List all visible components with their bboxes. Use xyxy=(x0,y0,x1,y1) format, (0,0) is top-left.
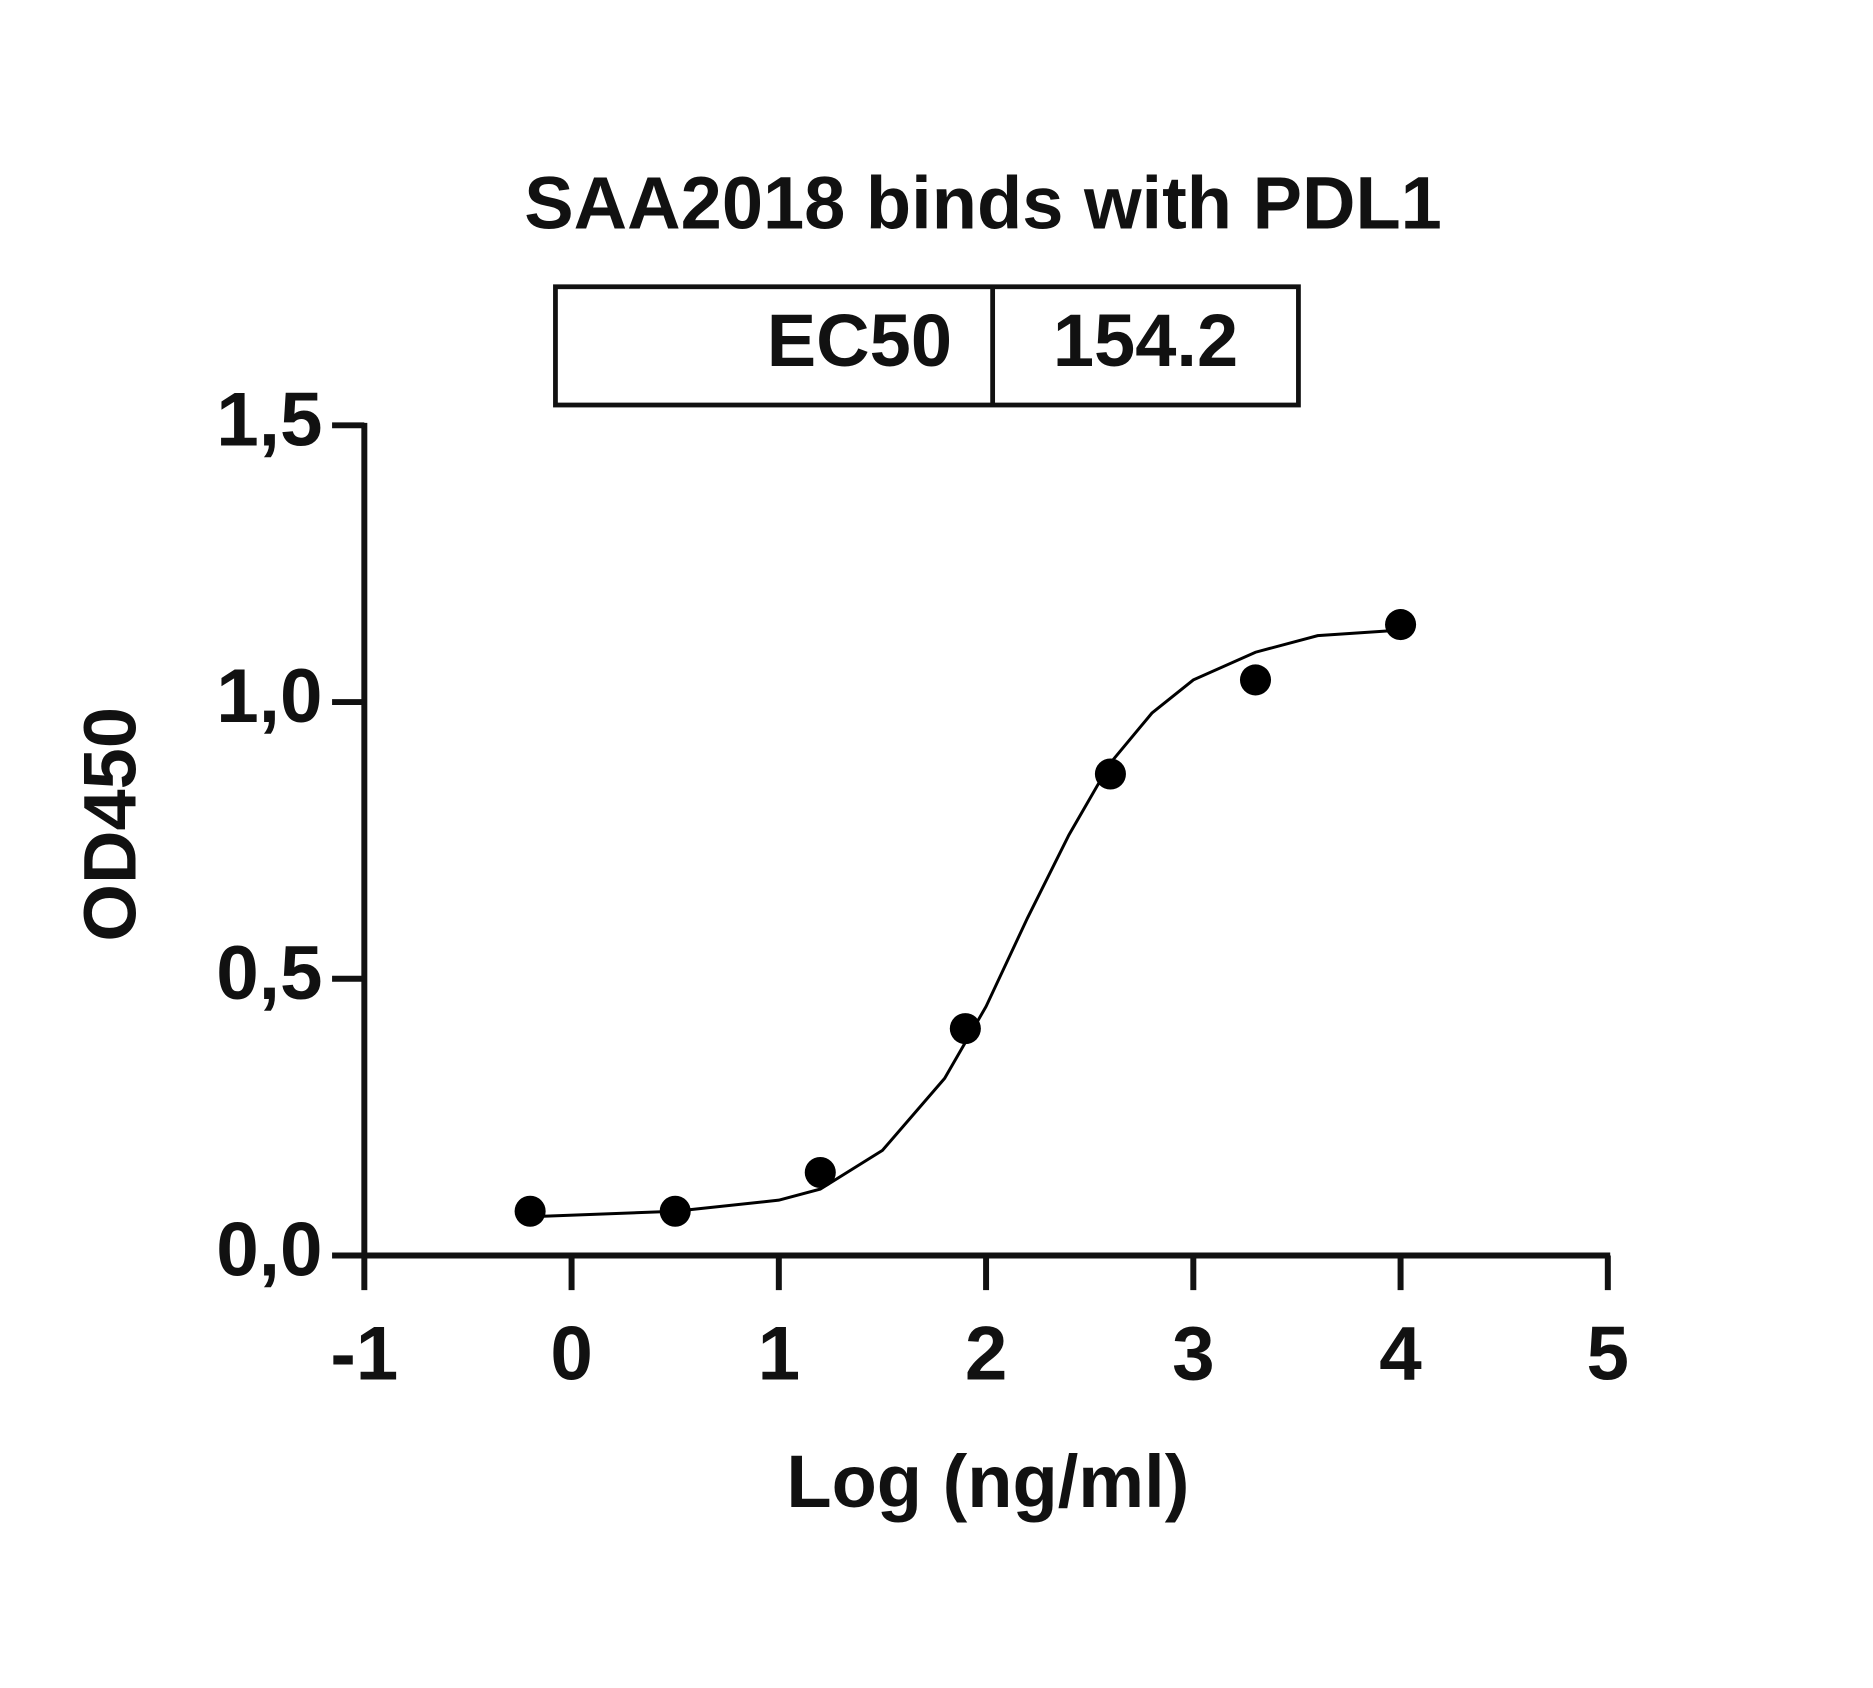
fit-curve xyxy=(530,628,1401,1219)
x-tick-label: -1 xyxy=(330,1312,398,1397)
data-point xyxy=(1239,664,1272,696)
y-tick-label: 1,5 xyxy=(216,378,322,463)
data-point xyxy=(804,1156,836,1189)
y-tick-label: 1,0 xyxy=(216,654,322,739)
x-axis-label: Log (ng/ml) xyxy=(786,1440,1189,1523)
chart-title: SAA2018 binds with PDL1 xyxy=(524,162,1442,245)
y-tick-label: 0,5 xyxy=(216,931,322,1016)
data-point xyxy=(1094,758,1126,790)
data-point xyxy=(1385,609,1417,641)
data-point xyxy=(659,1195,691,1227)
annotation-box xyxy=(553,284,1301,408)
x-tick-label: 5 xyxy=(1587,1312,1630,1397)
x-tick-label: 1 xyxy=(758,1312,801,1397)
x-tick-label: 3 xyxy=(1172,1312,1215,1397)
annotation-value: 154.2 xyxy=(1053,299,1238,382)
x-tick-label: 2 xyxy=(965,1312,1008,1397)
x-tick-label: 4 xyxy=(1379,1312,1422,1397)
annotation-label: EC50 xyxy=(767,299,952,382)
data-point xyxy=(949,1013,981,1045)
y-axis-label: OD450 xyxy=(68,707,151,942)
data-point xyxy=(514,1195,546,1227)
y-tick-label: 0,0 xyxy=(216,1208,322,1293)
x-tick-label: 0 xyxy=(550,1312,593,1397)
